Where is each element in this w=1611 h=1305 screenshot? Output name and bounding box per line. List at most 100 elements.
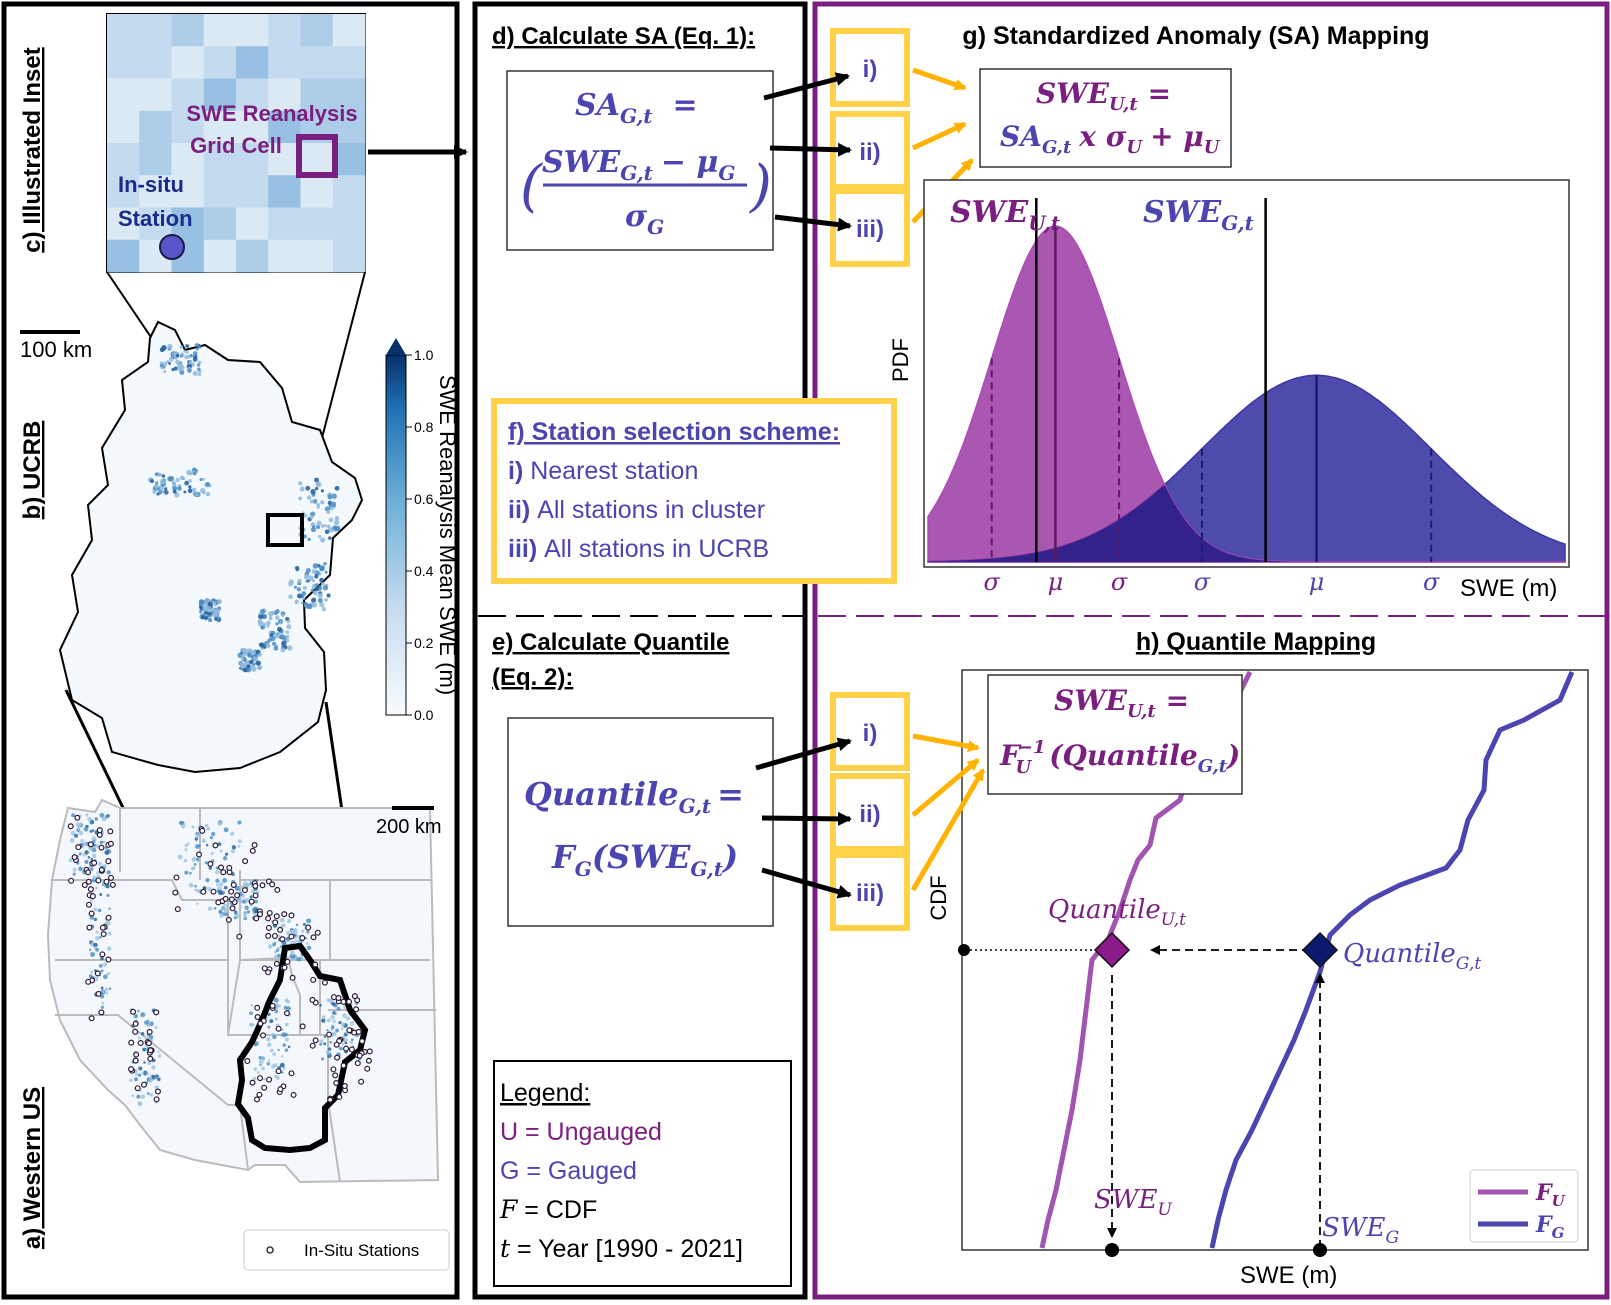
snow-patch bbox=[299, 486, 305, 492]
snow-patch bbox=[341, 1022, 345, 1027]
snow-patch bbox=[189, 359, 193, 364]
snow-patch bbox=[196, 902, 199, 905]
inset-grid-cell bbox=[107, 110, 140, 144]
station-dot bbox=[173, 874, 180, 881]
inset-grid-cell bbox=[268, 78, 301, 112]
snow-patch bbox=[95, 844, 100, 849]
inset-grid-cell bbox=[171, 110, 205, 144]
snow-patch bbox=[314, 583, 319, 588]
snow-patch bbox=[88, 847, 93, 851]
snow-patch bbox=[90, 857, 94, 861]
sa-yellow-arrow-ii bbox=[911, 121, 967, 151]
snow-patch bbox=[338, 1021, 342, 1025]
sa-arrow-i bbox=[763, 72, 850, 101]
snow-patch bbox=[316, 502, 320, 507]
inset-grid-cell bbox=[236, 207, 269, 241]
snow-patch bbox=[269, 1019, 274, 1024]
snow-patch bbox=[320, 489, 324, 493]
snow-patch bbox=[275, 609, 280, 614]
snow-patch bbox=[280, 1055, 284, 1058]
snow-patch bbox=[194, 884, 197, 888]
station-dot bbox=[215, 899, 222, 906]
snow-patch bbox=[321, 1015, 326, 1019]
snow-patch bbox=[143, 1061, 146, 1064]
station-dot bbox=[220, 869, 227, 876]
snow-patch bbox=[208, 612, 212, 616]
snow-patch bbox=[306, 918, 312, 924]
snow-patch bbox=[254, 1041, 259, 1046]
snow-patch bbox=[222, 906, 227, 911]
snow-patch bbox=[78, 830, 84, 836]
snow-patch bbox=[250, 889, 256, 894]
snow-patch bbox=[288, 594, 293, 600]
snow-patch bbox=[294, 599, 299, 605]
q-eq-rhs: FG(SWEG,t) bbox=[551, 838, 738, 881]
inset-grid-cell bbox=[107, 207, 140, 241]
snow-patch bbox=[72, 867, 77, 872]
snow-patch bbox=[171, 480, 177, 486]
inset-grid-cell bbox=[171, 207, 205, 241]
snow-patch bbox=[201, 477, 205, 481]
snow-patch bbox=[293, 585, 297, 589]
snow-patch bbox=[301, 929, 305, 934]
snow-patch bbox=[275, 949, 279, 953]
swe-u-label: SWEU bbox=[1094, 1185, 1173, 1220]
swe-g-label: SWEG bbox=[1322, 1213, 1399, 1248]
snow-patch bbox=[151, 1075, 155, 1078]
snow-patch bbox=[275, 1075, 280, 1080]
snow-patch bbox=[104, 850, 110, 855]
inset-grid-cell bbox=[268, 14, 301, 47]
station-dot bbox=[351, 993, 358, 1000]
map-legend-box bbox=[243, 1229, 450, 1271]
snow-patch bbox=[206, 886, 212, 892]
inset-grid-cell bbox=[300, 175, 334, 208]
snow-patch bbox=[333, 519, 340, 526]
snow-patch bbox=[302, 922, 307, 926]
snow-patch bbox=[314, 477, 320, 483]
snow-patch bbox=[85, 813, 89, 817]
snow-patch bbox=[246, 663, 251, 668]
snow-patch bbox=[306, 603, 313, 610]
inset-grid-cell bbox=[268, 175, 301, 208]
snow-patch bbox=[268, 616, 273, 621]
quantile-u-label: QuantileU,t bbox=[1048, 895, 1186, 930]
snow-patch bbox=[172, 353, 177, 358]
snow-patch bbox=[185, 344, 190, 349]
station-dot bbox=[252, 882, 259, 889]
snow-patch bbox=[334, 525, 341, 532]
snow-patch bbox=[214, 616, 219, 621]
snow-patch bbox=[90, 970, 94, 974]
snow-patch bbox=[319, 565, 325, 572]
station-dot bbox=[256, 1091, 263, 1098]
snow-patch bbox=[224, 852, 229, 856]
station-dot bbox=[272, 919, 279, 926]
snow-patch bbox=[192, 866, 196, 870]
snow-patch bbox=[168, 362, 171, 365]
snow-patch bbox=[323, 562, 327, 566]
station-dot bbox=[75, 844, 82, 851]
station-dot bbox=[251, 841, 258, 848]
station-dot bbox=[336, 1093, 343, 1100]
snow-patch bbox=[287, 1045, 291, 1049]
station-dot bbox=[359, 1038, 366, 1045]
snow-patch bbox=[164, 487, 168, 491]
snow-patch bbox=[204, 861, 208, 865]
snow-patch bbox=[195, 347, 199, 351]
snow-patch bbox=[316, 481, 322, 487]
station-dot bbox=[275, 1068, 282, 1075]
snow-patch bbox=[279, 1062, 285, 1068]
snow-patch bbox=[212, 612, 217, 618]
snow-patch bbox=[177, 854, 183, 860]
snow-patch bbox=[311, 569, 317, 574]
ucrb-map: 100 km bbox=[20, 320, 364, 774]
station-dot bbox=[283, 1010, 290, 1017]
snow-patch bbox=[267, 1012, 271, 1016]
station-dot bbox=[265, 924, 272, 931]
snow-patch bbox=[251, 650, 256, 655]
snow-patch bbox=[279, 621, 283, 625]
snow-patch bbox=[341, 1042, 345, 1046]
snow-patch bbox=[140, 1032, 145, 1036]
snow-patch bbox=[243, 912, 248, 917]
snow-patch bbox=[286, 619, 291, 624]
